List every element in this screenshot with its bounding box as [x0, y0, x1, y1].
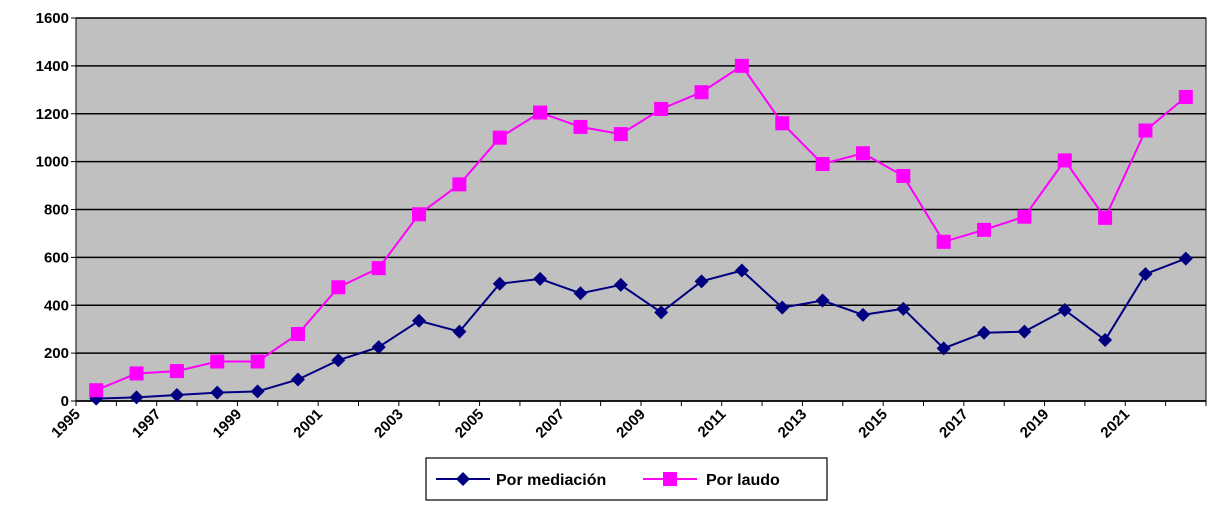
point-laudo [412, 207, 427, 222]
point-mediacion [694, 274, 709, 289]
point-mediacion [855, 307, 870, 322]
x-tick-label: 2015 [855, 406, 891, 442]
y-tick-label: 600 [44, 249, 69, 266]
point-laudo [169, 364, 184, 379]
y-tick-label: 1400 [36, 58, 69, 75]
x-tick-label: 1995 [48, 406, 84, 442]
point-laudo [250, 354, 265, 369]
point-mediacion [331, 353, 346, 368]
x-tick-label: 2009 [613, 406, 649, 442]
point-laudo [1098, 210, 1113, 225]
point-laudo [734, 58, 749, 73]
legend-laudo-label: Por laudo [706, 472, 780, 489]
point-mediacion [1138, 267, 1153, 282]
point-laudo [371, 261, 386, 276]
y-tick-label: 1000 [36, 154, 69, 171]
point-laudo [1138, 123, 1153, 138]
point-laudo [573, 119, 588, 134]
x-tick-label: 1997 [129, 406, 165, 442]
point-mediacion [573, 286, 588, 301]
legend-mediacion-marker [456, 472, 470, 486]
x-tick-label: 2011 [695, 406, 730, 441]
point-mediacion [250, 384, 265, 399]
y-tick-label: 200 [44, 345, 69, 362]
point-laudo [896, 168, 911, 183]
point-mediacion [1057, 303, 1072, 318]
point-mediacion [1098, 332, 1113, 347]
point-mediacion [1178, 251, 1193, 266]
point-mediacion [452, 324, 467, 339]
point-mediacion [977, 325, 992, 340]
point-laudo [533, 105, 548, 120]
x-tick-label: 2001 [290, 406, 326, 442]
point-laudo [613, 127, 628, 142]
point-mediacion [533, 271, 548, 286]
point-mediacion [654, 305, 669, 320]
point-laudo [694, 85, 709, 100]
x-tick-label: 2019 [1017, 406, 1053, 442]
point-laudo [1017, 209, 1032, 224]
legend-laudo-marker [663, 472, 677, 486]
y-tick-label: 0 [61, 393, 69, 410]
point-laudo [775, 116, 790, 131]
point-mediacion [169, 388, 184, 403]
x-tick-label: 2017 [936, 406, 972, 442]
point-laudo [210, 354, 225, 369]
point-mediacion [129, 390, 144, 405]
point-laudo [331, 280, 346, 295]
point-laudo [290, 326, 305, 341]
x-tick-label: 2021 [1097, 406, 1133, 442]
point-mediacion [613, 277, 628, 292]
point-laudo [492, 130, 507, 145]
point-laudo [855, 146, 870, 161]
point-laudo [129, 366, 144, 381]
point-laudo [1057, 153, 1072, 168]
point-mediacion [1017, 324, 1032, 339]
series-group [89, 58, 1193, 406]
x-tick-label: 2013 [775, 406, 811, 442]
x-tick-label: 2007 [532, 406, 568, 442]
point-mediacion [734, 263, 749, 278]
series-line-mediacion [96, 257, 1187, 400]
x-tick-label: 1999 [210, 406, 246, 442]
point-mediacion [936, 341, 951, 356]
point-laudo [977, 222, 992, 237]
point-laudo [89, 383, 104, 398]
point-laudo [815, 157, 830, 172]
x-tick-label: 2005 [452, 406, 488, 442]
legend: Por mediación Por laudo [425, 457, 828, 501]
y-tick-label: 1200 [36, 106, 69, 123]
point-mediacion [896, 301, 911, 316]
point-mediacion [290, 372, 305, 387]
legend-mediacion-label: Por mediación [496, 472, 606, 489]
point-laudo [654, 101, 669, 116]
legend-box [425, 457, 828, 501]
point-laudo [1178, 89, 1193, 104]
point-laudo [936, 234, 951, 249]
y-tick-label: 1600 [36, 10, 69, 27]
point-mediacion [492, 276, 507, 291]
point-mediacion [815, 293, 830, 308]
x-tick-label: 2003 [371, 406, 407, 442]
point-mediacion [775, 300, 790, 315]
point-mediacion [210, 385, 225, 400]
y-axis: 0 200 400 600 800 1000 1200 1400 1600 [36, 10, 76, 410]
point-mediacion [412, 313, 427, 328]
series-line-laudo [95, 64, 1187, 392]
y-tick-label: 800 [44, 202, 69, 219]
y-tick-label: 400 [44, 297, 69, 314]
point-laudo [452, 177, 467, 192]
x-axis: 1995 1997 1999 2001 2003 2005 2007 2009 2011 2013… [48, 400, 1207, 442]
point-mediacion [371, 340, 386, 355]
